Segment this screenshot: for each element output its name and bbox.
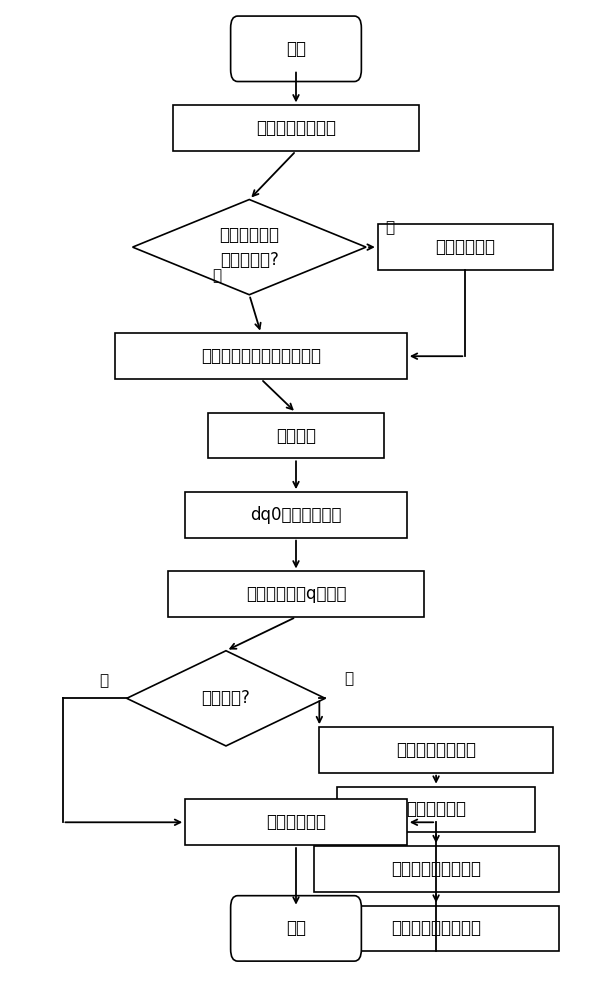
Text: 零序电流推导: 零序电流推导 bbox=[406, 800, 466, 818]
Bar bbox=[337, 787, 535, 832]
Bar bbox=[319, 727, 553, 773]
Bar bbox=[173, 105, 419, 151]
Bar bbox=[168, 571, 424, 617]
Text: 矢量闭环系统: 矢量闭环系统 bbox=[266, 813, 326, 831]
Text: 单周期三相反电动势单位化: 单周期三相反电动势单位化 bbox=[201, 347, 321, 365]
Bar bbox=[185, 799, 407, 845]
Polygon shape bbox=[133, 200, 366, 295]
FancyBboxPatch shape bbox=[231, 896, 361, 961]
Text: 离线三相反电动势: 离线三相反电动势 bbox=[256, 119, 336, 137]
Bar bbox=[115, 333, 407, 379]
FancyBboxPatch shape bbox=[231, 16, 361, 82]
Text: 开始: 开始 bbox=[286, 40, 306, 58]
Bar bbox=[378, 224, 553, 270]
Text: 断相故障?: 断相故障? bbox=[201, 689, 250, 707]
Text: 力矩公式反推q轴电流: 力矩公式反推q轴电流 bbox=[246, 585, 346, 603]
Bar bbox=[208, 413, 384, 458]
Text: 零序电流离线查找表: 零序电流离线查找表 bbox=[391, 860, 481, 878]
Text: 否: 否 bbox=[213, 268, 222, 283]
Bar bbox=[185, 492, 407, 538]
Text: 基于查表的跟踪控制: 基于查表的跟踪控制 bbox=[391, 919, 481, 937]
Text: 是: 是 bbox=[344, 671, 353, 686]
Text: 单位反电动势
随转速变化?: 单位反电动势 随转速变化? bbox=[219, 226, 279, 269]
Bar bbox=[314, 846, 559, 892]
Text: dq0三相反电动势: dq0三相反电动势 bbox=[250, 506, 342, 524]
Text: 转速区间细分: 转速区间细分 bbox=[435, 238, 496, 256]
Text: 否: 否 bbox=[99, 673, 108, 688]
Polygon shape bbox=[127, 651, 325, 746]
Bar bbox=[314, 906, 559, 951]
Text: 是: 是 bbox=[385, 220, 394, 235]
Text: 坐标变换: 坐标变换 bbox=[276, 427, 316, 445]
Text: 非故障相电流推导: 非故障相电流推导 bbox=[396, 741, 476, 759]
Text: 结束: 结束 bbox=[286, 919, 306, 937]
